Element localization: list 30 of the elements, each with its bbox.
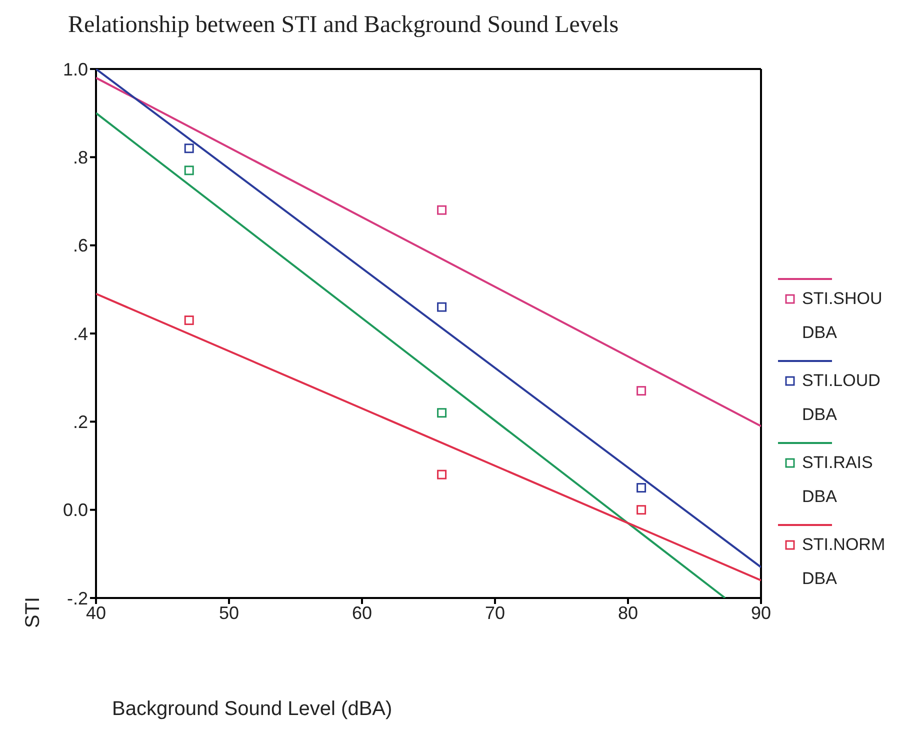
legend-label: STI.NORM DBA — [802, 534, 886, 590]
point — [437, 205, 447, 215]
x-axis-title: Background Sound Level (dBA) — [112, 698, 392, 721]
y-tick-label: 1.0 — [62, 59, 88, 80]
point — [636, 386, 646, 396]
x-tick-label: 90 — [750, 602, 772, 623]
y-axis-title: STI — [22, 596, 45, 628]
x-tick-label: 40 — [86, 602, 106, 623]
y-tick-label: -.2 — [66, 588, 88, 608]
y-tick-label: .4 — [72, 324, 88, 344]
point — [184, 144, 194, 154]
legend-label: STI.RAIS DBA — [802, 452, 874, 508]
y-tick-label: 0.0 — [62, 500, 88, 520]
point — [636, 483, 646, 493]
point — [636, 505, 646, 515]
x-tick-label: 60 — [352, 602, 372, 623]
point — [184, 166, 194, 176]
legend-label: STI.LOUD DBA — [802, 370, 882, 426]
x-tick-label: 70 — [484, 602, 506, 623]
y-tick-label: .6 — [72, 236, 88, 256]
x-tick-label: 80 — [618, 602, 638, 623]
point — [437, 470, 447, 480]
point — [437, 302, 447, 312]
y-tick-label: .8 — [72, 148, 88, 168]
chart-title: Relationship between STI and Background Sound Levels — [68, 12, 619, 39]
point — [437, 408, 447, 418]
point — [184, 316, 194, 326]
y-tick-label: .2 — [72, 412, 88, 432]
legend-label: STI.SHOU DBA — [802, 288, 884, 344]
x-tick-label: 50 — [218, 602, 240, 623]
